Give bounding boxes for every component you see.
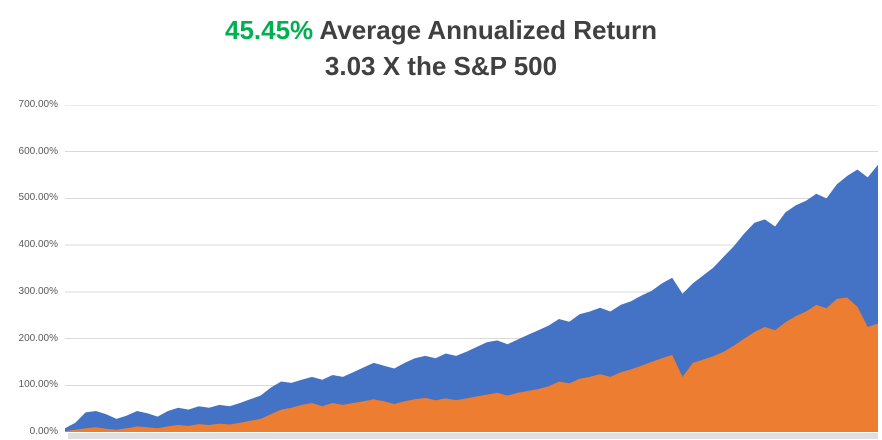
title-highlight: 45.45% (224, 15, 314, 45)
area-orange-series (65, 297, 878, 432)
y-axis-label: 600.00% (18, 145, 58, 157)
chart-subtitle: 3.03 X the S&P 500 (324, 51, 558, 82)
y-axis-label: 400.00% (18, 239, 58, 251)
area-chart (65, 105, 878, 432)
y-axis-label: 700.00% (18, 99, 58, 110)
y-axis-labels: 700.00% 600.00% 500.00% 400.00% 300.00% 200.0… (0, 99, 58, 437)
x-axis-strip (68, 433, 878, 439)
chart-title: 45.45% Average Annualized Return 3.03 X … (0, 12, 882, 85)
y-axis-label: 0.00% (29, 426, 58, 437)
y-axis-label: 300.00% (18, 285, 58, 297)
y-axis-label: 200.00% (18, 332, 58, 344)
y-axis-label: 500.00% (18, 192, 58, 204)
y-axis-label: 100.00% (18, 379, 58, 391)
plot-area (65, 105, 878, 432)
title-line-1: 45.45% Average Annualized Return (0, 12, 882, 48)
title-rest: Average Annualized Return (313, 15, 658, 45)
